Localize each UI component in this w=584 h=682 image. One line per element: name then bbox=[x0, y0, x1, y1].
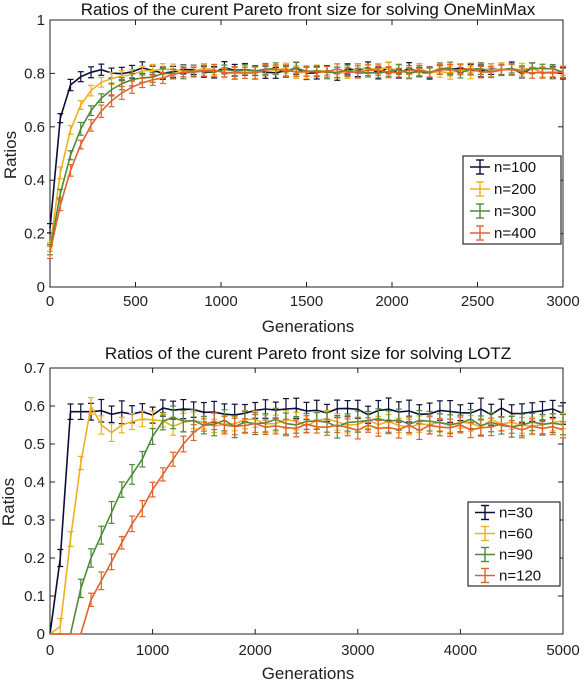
y-tick-label: 0.5 bbox=[24, 436, 45, 453]
legend-entry: n=120 bbox=[499, 568, 541, 585]
chart-oneminmax: Ratios of the curent Pareto front size f… bbox=[1, 0, 580, 336]
series-line bbox=[50, 420, 564, 635]
y-axis-label: Ratios bbox=[1, 131, 20, 179]
plot-area bbox=[49, 19, 564, 288]
x-tick-label: 3000 bbox=[341, 642, 374, 659]
y-tick-label: 0 bbox=[37, 279, 45, 296]
series-line bbox=[49, 407, 564, 635]
y-tick-label: 0.6 bbox=[24, 119, 45, 136]
x-tick-label: 0 bbox=[46, 642, 54, 659]
x-tick-label: 1000 bbox=[136, 642, 169, 659]
y-tick-label: 0.2 bbox=[24, 550, 45, 567]
legend-entry: n=90 bbox=[499, 547, 533, 564]
series-n=120 bbox=[50, 412, 566, 635]
y-tick-label: 0.1 bbox=[24, 588, 45, 605]
legend-entry: n=100 bbox=[494, 159, 536, 176]
y-tick-label: 0.4 bbox=[24, 172, 45, 189]
legend-entry: n=400 bbox=[494, 225, 536, 242]
legend: n=100 n=200 n=300 n=400 bbox=[462, 155, 562, 245]
x-tick-label: 5000 bbox=[546, 642, 579, 659]
plot-area bbox=[49, 367, 564, 635]
legend: n=30 n=60 n=90 n=120 bbox=[467, 501, 561, 587]
y-axis-label: Ratios bbox=[0, 478, 18, 526]
y-tick-label: 0.3 bbox=[24, 512, 45, 529]
chart-title: Ratios of the curent Pareto front size f… bbox=[81, 0, 536, 19]
x-tick-label: 4000 bbox=[444, 642, 477, 659]
chart-title: Ratios of the curent Pareto front size f… bbox=[105, 344, 511, 363]
legend-entry: n=300 bbox=[494, 203, 536, 220]
x-tick-label: 3000 bbox=[546, 293, 579, 310]
legend-entry: n=60 bbox=[499, 526, 533, 543]
x-tick-label: 500 bbox=[123, 293, 148, 310]
y-tick-label: 0.8 bbox=[24, 65, 45, 82]
y-tick-label: 0.7 bbox=[24, 360, 45, 377]
x-axis-label: Generations bbox=[262, 317, 355, 336]
x-tick-label: 2000 bbox=[375, 293, 408, 310]
x-tick-label: 1000 bbox=[204, 293, 237, 310]
legend-entry: n=30 bbox=[499, 505, 533, 522]
series-n=400 bbox=[47, 62, 566, 260]
x-tick-label: 1500 bbox=[290, 293, 323, 310]
x-tick-label: 2500 bbox=[461, 293, 494, 310]
legend-entry: n=200 bbox=[494, 181, 536, 198]
y-tick-label: 0.2 bbox=[24, 226, 45, 243]
chart-lotz: Ratios of the curent Pareto front size f… bbox=[0, 344, 580, 682]
x-tick-label: 0 bbox=[46, 293, 54, 310]
y-tick-label: 1 bbox=[37, 12, 45, 29]
x-axis-label: Generations bbox=[262, 664, 355, 682]
series-line bbox=[49, 67, 563, 253]
y-tick-label: 0.6 bbox=[24, 398, 45, 415]
y-tick-label: 0 bbox=[37, 626, 45, 643]
y-tick-label: 0.4 bbox=[24, 474, 45, 491]
x-tick-label: 2000 bbox=[239, 642, 272, 659]
